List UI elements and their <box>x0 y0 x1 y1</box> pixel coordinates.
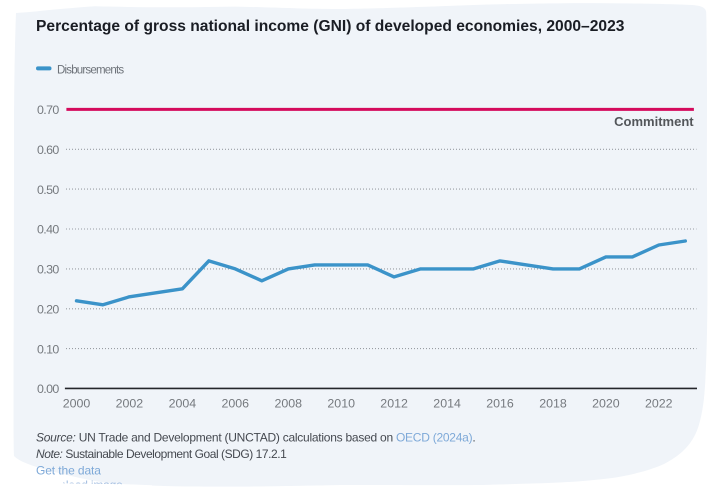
svg-text:0.50: 0.50 <box>37 183 59 197</box>
svg-text:Percentage of gross national i: Percentage of gross national income (GNI… <box>36 18 625 35</box>
svg-text:2020: 2020 <box>592 397 620 411</box>
svg-text:2006: 2006 <box>222 397 250 411</box>
svg-text:Disbursements: Disbursements <box>57 64 124 76</box>
svg-text:2012: 2012 <box>380 397 408 411</box>
svg-text:0.10: 0.10 <box>37 342 59 356</box>
svg-text:0.00: 0.00 <box>37 382 59 396</box>
svg-text:2018: 2018 <box>539 397 567 411</box>
svg-text:2010: 2010 <box>327 397 355 411</box>
svg-text:2008: 2008 <box>275 397 303 411</box>
svg-text:0.60: 0.60 <box>37 143 59 157</box>
svg-text:2000: 2000 <box>63 397 91 411</box>
svg-text:Source: UN Trade and Developme: Source: UN Trade and Development (UNCTAD… <box>36 431 475 445</box>
svg-text:Note: Sustainable Development: Note: Sustainable Development Goal (SDG)… <box>36 447 287 461</box>
svg-text:0.30: 0.30 <box>37 263 59 277</box>
svg-text:0.20: 0.20 <box>37 303 59 317</box>
svg-text:2016: 2016 <box>486 397 514 411</box>
svg-text:Commitment: Commitment <box>614 114 694 129</box>
svg-text:2004: 2004 <box>169 397 197 411</box>
svg-text:0.40: 0.40 <box>37 223 59 237</box>
svg-text:2002: 2002 <box>116 397 144 411</box>
svg-text:Get the data: Get the data <box>36 463 101 477</box>
svg-text:2014: 2014 <box>433 397 461 411</box>
svg-text:0.70: 0.70 <box>37 103 59 117</box>
svg-text:2022: 2022 <box>645 397 673 411</box>
